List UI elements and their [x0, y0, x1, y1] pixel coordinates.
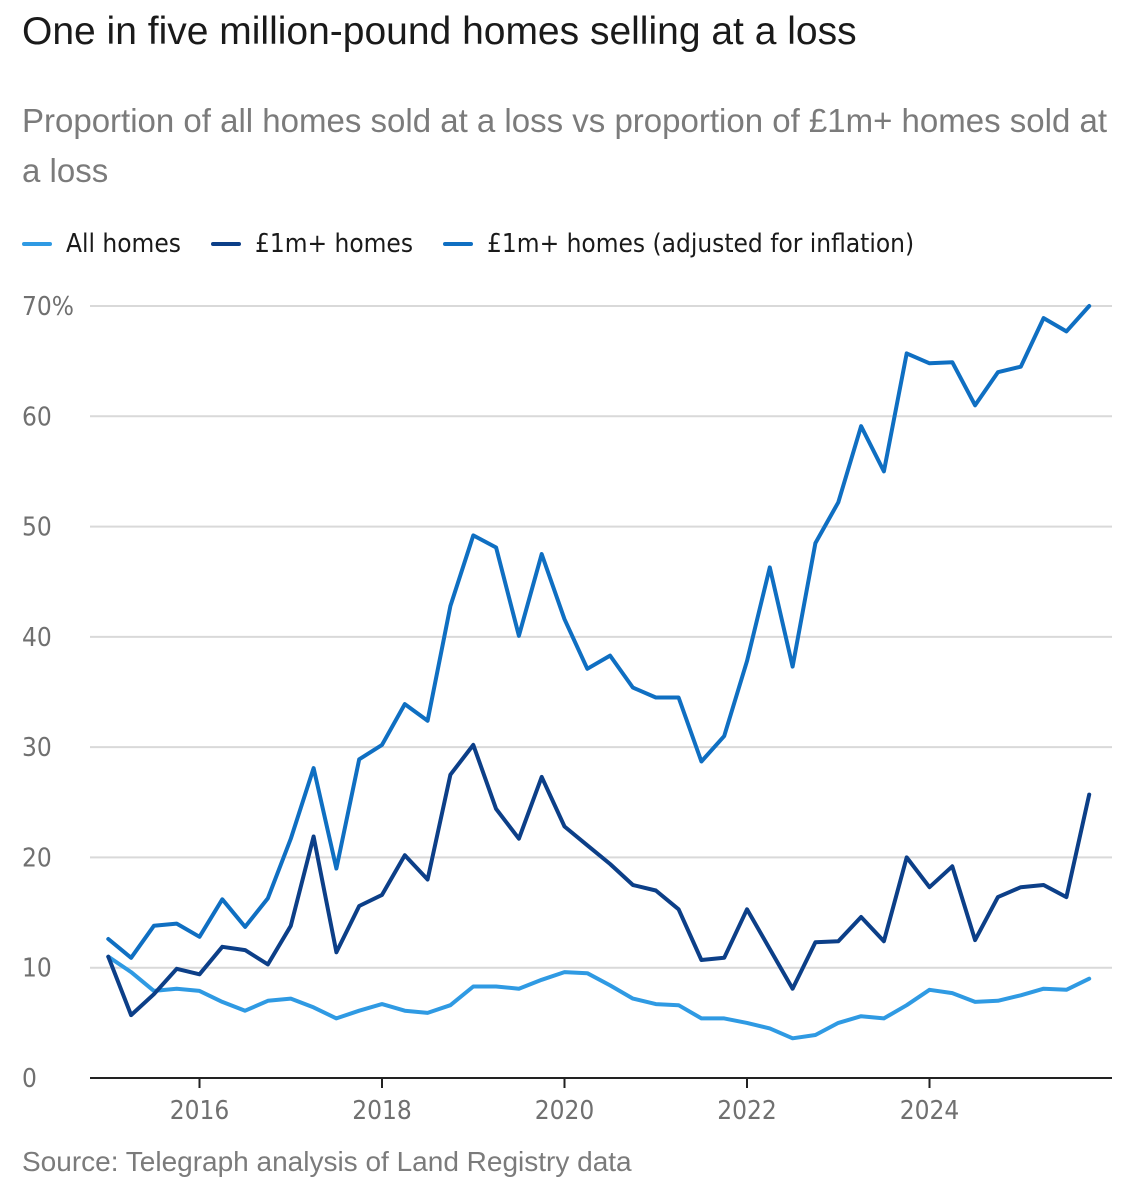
x-tick-label: 2016: [170, 1096, 230, 1126]
legend-label-1m-homes-adjusted: £1m+ homes (adjusted for inflation): [487, 229, 915, 259]
y-tick-label: 70%: [22, 292, 74, 322]
series-lines: [106, 304, 1092, 1041]
legend-label-all-homes: All homes: [66, 229, 181, 259]
legend-swatch-1m-homes: [210, 242, 241, 246]
series-line-1m-homes-adjusted: [106, 304, 1092, 960]
x-tick-label: 2024: [900, 1096, 960, 1126]
legend-swatch-1m-homes-adjusted: [443, 242, 474, 246]
legend-label-1m-homes: £1m+ homes: [254, 229, 414, 259]
series-line-all-homes: [106, 954, 1092, 1041]
chart-title: One in five million-pound homes selling …: [22, 10, 857, 53]
y-tick-label: 60: [22, 402, 52, 432]
legend-item-1m-homes: £1m+ homes: [210, 229, 414, 259]
chart-subtitle: Proportion of all homes sold at a loss v…: [22, 102, 1107, 189]
x-tick-label: 2022: [717, 1096, 777, 1126]
x-tick-label: 2018: [352, 1096, 412, 1126]
y-tick-label: 50: [22, 513, 52, 543]
legend-item-1m-homes-adjusted: £1m+ homes (adjusted for inflation): [443, 229, 914, 259]
y-tick-label: 20: [22, 843, 52, 873]
chart-legend: All homes £1m+ homes £1m+ homes (adjuste…: [22, 222, 944, 266]
y-axis-labels: 0 10 20 30 40 50 60 70%: [22, 292, 74, 1094]
grid-lines: [90, 305, 1112, 969]
y-tick-label: 10: [22, 954, 52, 984]
x-axis: 2016 2018 2020 2022 2024: [90, 1077, 1112, 1126]
chart-source: Source: Telegraph analysis of Land Regis…: [22, 1146, 632, 1177]
y-tick-label: 40: [22, 623, 52, 653]
x-tick-label: 2020: [535, 1096, 595, 1126]
series-line-1m-homes: [106, 742, 1092, 1018]
y-tick-label: 30: [22, 733, 52, 763]
line-chart: 0 10 20 30 40 50 60 70% 2016 2018 2020 2022 2024: [22, 292, 1112, 1126]
legend-item-all-homes: All homes: [22, 229, 181, 259]
y-tick-label: 0: [22, 1064, 37, 1094]
legend-swatch-all-homes: [22, 242, 52, 246]
